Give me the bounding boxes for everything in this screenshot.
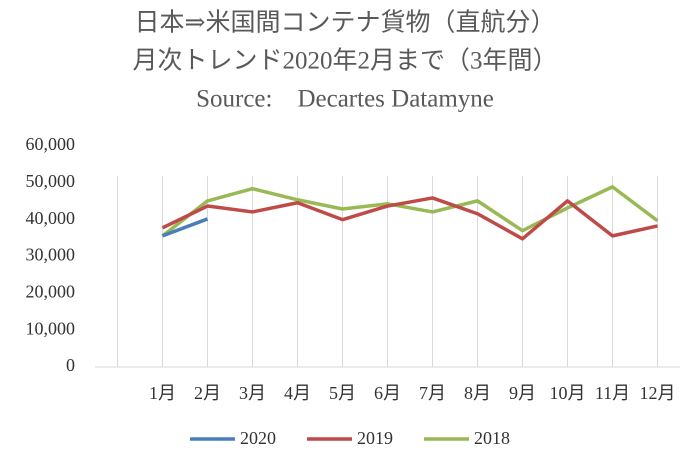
series-line bbox=[161, 185, 659, 238]
series-line bbox=[161, 217, 209, 238]
x-tick-label: 11月 bbox=[595, 383, 630, 403]
legend-label: 2019 bbox=[357, 428, 393, 448]
legend-label: 2018 bbox=[474, 428, 510, 448]
x-tick-label: 12月 bbox=[640, 383, 676, 403]
x-tick-label: 1月 bbox=[149, 383, 176, 403]
y-tick-label: 10,000 bbox=[26, 318, 76, 338]
y-tick-label: 50,000 bbox=[26, 171, 76, 191]
series-line bbox=[161, 196, 658, 241]
chart-subtitle: 月次トレンド2020年2月まで（3年間） bbox=[132, 47, 557, 75]
y-tick-label: 0 bbox=[66, 355, 75, 375]
chart-title: 日本⇒米国間コンテナ貨物（直航分） bbox=[135, 9, 556, 37]
y-tick-label: 20,000 bbox=[26, 281, 76, 301]
legend-label: 2020 bbox=[240, 428, 276, 448]
y-tick-label: 60,000 bbox=[26, 134, 76, 154]
x-tick-label: 10月 bbox=[550, 383, 586, 403]
x-tick-label: 2月 bbox=[194, 383, 221, 403]
y-tick-label: 40,000 bbox=[26, 208, 76, 228]
x-tick-label: 9月 bbox=[509, 383, 536, 403]
x-tick-label: 7月 bbox=[419, 383, 446, 403]
x-tick-label: 6月 bbox=[374, 383, 401, 403]
x-tick-label: 5月 bbox=[329, 383, 356, 403]
chart-source: Source: Decartes Datamyne bbox=[196, 86, 494, 113]
y-tick-label: 30,000 bbox=[26, 245, 76, 265]
x-tick-label: 8月 bbox=[464, 383, 491, 403]
x-tick-label: 3月 bbox=[239, 383, 266, 403]
x-tick-label: 4月 bbox=[284, 383, 311, 403]
